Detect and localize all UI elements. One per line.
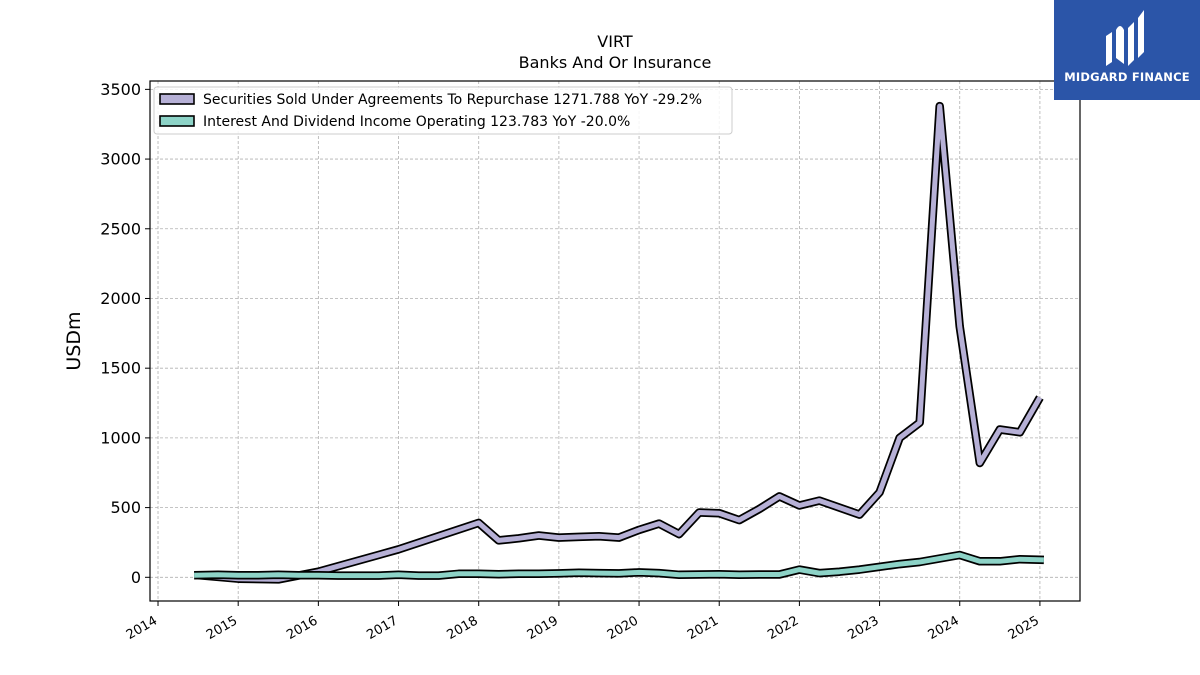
- series-layer: [194, 101, 1045, 584]
- series-0-outline: [197, 101, 1044, 584]
- series-0-line: [197, 103, 1043, 582]
- axes: 0 500 1000 1500 2000 2500 3000 3500 2014 2015 2016…: [100, 80, 1042, 643]
- x-tick-label: 2024: [926, 613, 962, 643]
- x-tick-label: 2016: [284, 613, 320, 643]
- y-tick-label: 2000: [100, 289, 141, 308]
- x-tick-label: 2023: [845, 613, 881, 643]
- midgard-finance-logo: MIDGARD FINANCE: [1054, 0, 1200, 100]
- legend-swatch-0: [159, 93, 195, 105]
- logo-text: MIDGARD FINANCE: [1064, 70, 1190, 84]
- x-tick-label: 2018: [445, 613, 481, 643]
- grid-lines: [150, 81, 1080, 601]
- y-tick-label: 500: [110, 498, 141, 517]
- legend-box: [153, 86, 733, 135]
- y-tick-label: 0: [131, 568, 141, 587]
- y-tick-label: 1000: [100, 428, 141, 447]
- x-tick-label: 2015: [204, 613, 240, 643]
- x-tick-label: 2025: [1006, 613, 1042, 643]
- plot-frame: [149, 80, 1081, 602]
- series-1-line: [194, 552, 1044, 579]
- chart-subtitle: Banks And Or Insurance: [519, 53, 712, 72]
- legend: Securities Sold Under Agreements To Repu…: [153, 86, 733, 135]
- chart-title: VIRT: [597, 32, 633, 51]
- legend-swatch-1: [159, 115, 195, 127]
- x-tick-label: 2017: [364, 613, 400, 643]
- y-tick-label: 3000: [100, 150, 141, 169]
- x-tick-label: 2020: [605, 613, 641, 643]
- x-tick-label: 2019: [525, 613, 561, 643]
- y-tick-label: 3500: [100, 80, 141, 99]
- y-tick-label: 1500: [100, 359, 141, 378]
- y-axis-label: USDm: [63, 311, 85, 370]
- x-tick-label: 2021: [685, 613, 721, 643]
- y-tick-label: 2500: [100, 219, 141, 238]
- x-tick-label: 2014: [124, 613, 160, 643]
- legend-label-0: Securities Sold Under Agreements To Repu…: [203, 92, 702, 108]
- midgard-monogram-icon: [1106, 10, 1144, 66]
- x-tick-label: 2022: [765, 613, 801, 643]
- legend-label-1: Interest And Dividend Income Operating 1…: [203, 114, 630, 130]
